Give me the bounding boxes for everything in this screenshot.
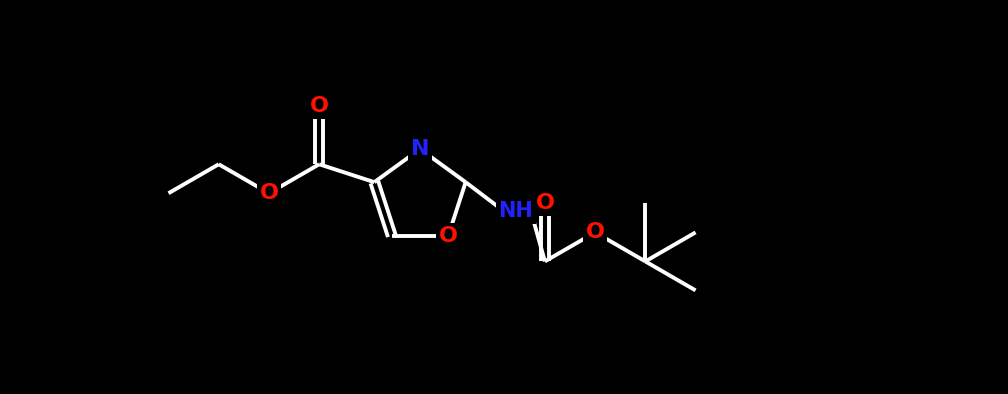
Text: O: O [535,193,554,214]
Text: O: O [259,183,278,203]
Text: O: O [586,222,605,242]
Text: O: O [309,96,329,116]
Text: O: O [438,226,458,246]
Text: N: N [410,139,429,159]
Text: NH: NH [499,201,533,221]
